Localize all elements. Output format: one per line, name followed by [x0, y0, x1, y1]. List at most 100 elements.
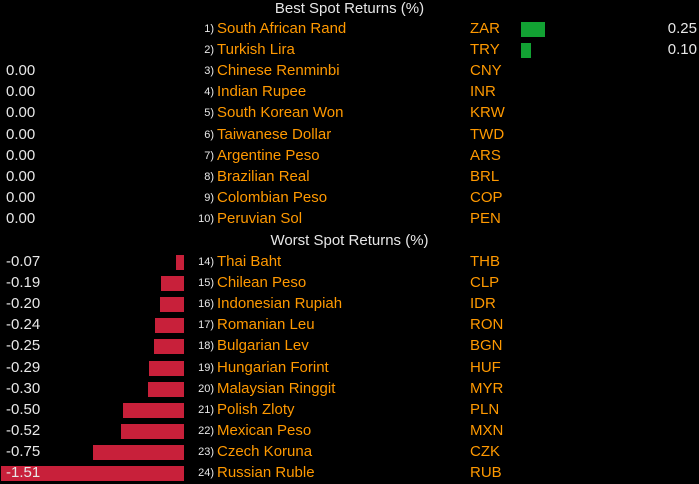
best-value: 0.00	[6, 125, 36, 143]
best-value: 0.00	[6, 62, 36, 80]
worst-rank: 17)	[198, 319, 214, 332]
worst-rank: 18)	[198, 340, 214, 353]
best-currency-name: South Korean Won	[217, 104, 344, 122]
worst-currency-code: HUF	[470, 358, 501, 376]
worst-bar	[153, 339, 184, 355]
worst-currency-name: Chilean Peso	[217, 274, 307, 292]
best-currency-code: BRL	[470, 167, 500, 185]
worst-currency-code: BGN	[470, 337, 503, 355]
worst-bar	[159, 297, 184, 313]
worst-currency-name: Mexican Peso	[217, 421, 312, 439]
best-rank: 1)	[204, 23, 214, 35]
worst-currency-name: Malaysian Ringgit	[217, 379, 336, 397]
worst-currency-name: Bulgarian Lev	[217, 337, 309, 355]
best-section-title: Best Spot Returns (%)	[0, 0, 699, 18]
worst-title-text: Worst Spot Returns (%)	[270, 232, 429, 249]
best-rank: 8)	[204, 170, 214, 183]
worst-row: -0.52 22) Mexican Peso MXN	[0, 421, 699, 442]
worst-bar	[123, 402, 184, 418]
best-rank: 6)	[204, 128, 214, 141]
worst-value: -0.25	[6, 337, 41, 355]
best-row: 0.00 6) Taiwanese Dollar TWD	[0, 125, 699, 146]
best-currency-name: Argentine Peso	[217, 146, 320, 164]
worst-rank: 20)	[198, 382, 214, 395]
best-value: 0.25	[667, 20, 697, 37]
best-currency-code: INR	[470, 83, 496, 101]
best-rank: 7)	[204, 149, 214, 162]
best-row: 0.00 5) South Korean Won KRW	[0, 103, 699, 124]
best-bar	[521, 22, 545, 37]
worst-currency-name: Indonesian Rupiah	[217, 295, 343, 313]
best-rank: 3)	[204, 65, 214, 78]
best-value: 0.00	[6, 83, 36, 101]
best-row: 0.00 3) Chinese Renminbi CNY	[0, 61, 699, 82]
best-value: 0.00	[6, 146, 36, 164]
best-currency-name: Colombian Peso	[217, 188, 328, 206]
worst-currency-code: PLN	[470, 400, 500, 418]
best-bar	[521, 43, 531, 59]
worst-rank: 15)	[198, 277, 214, 290]
best-currency-name: Taiwanese Dollar	[217, 125, 332, 143]
best-rank: 10)	[198, 212, 214, 225]
worst-row: -0.75 23) Czech Koruna CZK	[0, 442, 699, 463]
best-row: 0.00 10) Peruvian Sol PEN	[0, 209, 699, 230]
worst-rank: 24)	[198, 467, 214, 479]
worst-currency-code: CLP	[470, 274, 500, 292]
worst-currency-code: MYR	[470, 379, 504, 397]
worst-rank: 16)	[198, 298, 214, 311]
best-currency-code: ZAR	[470, 20, 500, 37]
worst-row: -0.19 15) Chilean Peso CLP	[0, 273, 699, 294]
worst-bar	[154, 318, 184, 334]
best-row: 0.00 8) Brazilian Real BRL	[0, 167, 699, 188]
worst-bar	[160, 276, 184, 292]
best-title-text: Best Spot Returns (%)	[274, 0, 425, 17]
best-row: 0.10 2) Turkish Lira TRY	[0, 40, 699, 61]
worst-currency-code: MXN	[470, 421, 504, 439]
best-rank: 4)	[204, 86, 214, 99]
worst-currency-name: Romanian Leu	[217, 316, 315, 334]
worst-bar	[120, 423, 184, 439]
best-rank: 9)	[204, 191, 214, 204]
worst-value: -0.30	[6, 379, 41, 397]
best-currency-name: Peruvian Sol	[217, 209, 303, 227]
worst-value: -0.29	[6, 358, 41, 376]
worst-value: -0.19	[6, 274, 41, 292]
worst-bar	[93, 444, 184, 460]
worst-value: -1.51	[6, 464, 41, 481]
best-currency-code: KRW	[470, 104, 505, 122]
worst-bar	[148, 360, 184, 376]
best-currency-code: COP	[470, 188, 503, 206]
worst-currency-name: Czech Koruna	[217, 442, 313, 460]
worst-row: -0.07 14) Thai Baht THB	[0, 252, 699, 273]
worst-bar	[175, 255, 184, 270]
worst-row: -0.30 20) Malaysian Ringgit MYR	[0, 379, 699, 400]
best-currency-code: TWD	[470, 125, 505, 143]
best-rank: 5)	[204, 107, 214, 120]
best-currency-code: TRY	[470, 41, 500, 59]
best-currency-code: PEN	[470, 209, 501, 227]
worst-currency-name: Polish Zloty	[217, 400, 295, 418]
best-currency-name: Brazilian Real	[217, 167, 310, 185]
worst-value: -0.50	[6, 400, 41, 418]
worst-currency-name: Hungarian Forint	[217, 358, 329, 376]
best-value: 0.10	[667, 41, 697, 59]
worst-rank: 14)	[198, 256, 214, 268]
best-value: 0.00	[6, 167, 36, 185]
worst-currency-code: IDR	[470, 295, 496, 313]
best-value: 0.00	[6, 104, 36, 122]
worst-currency-name: Russian Ruble	[217, 464, 315, 481]
worst-row: -0.50 21) Polish Zloty PLN	[0, 400, 699, 421]
worst-row: -1.51 24) Russian Ruble RUB	[0, 463, 699, 484]
best-rank: 2)	[204, 44, 214, 57]
worst-row: -0.29 19) Hungarian Forint HUF	[0, 358, 699, 379]
worst-currency-name: Thai Baht	[217, 253, 282, 270]
worst-value: -0.52	[6, 421, 41, 439]
worst-section-title: Worst Spot Returns (%)	[0, 232, 699, 250]
worst-rank: 19)	[198, 361, 214, 374]
best-currency-name: Turkish Lira	[217, 41, 295, 59]
worst-bar	[0, 466, 184, 481]
worst-row: -0.25 18) Bulgarian Lev BGN	[0, 336, 699, 357]
best-row: 0.00 4) Indian Rupee INR	[0, 82, 699, 103]
worst-value: -0.20	[6, 295, 41, 313]
best-row: 0.25 1) South African Rand ZAR	[0, 19, 699, 40]
